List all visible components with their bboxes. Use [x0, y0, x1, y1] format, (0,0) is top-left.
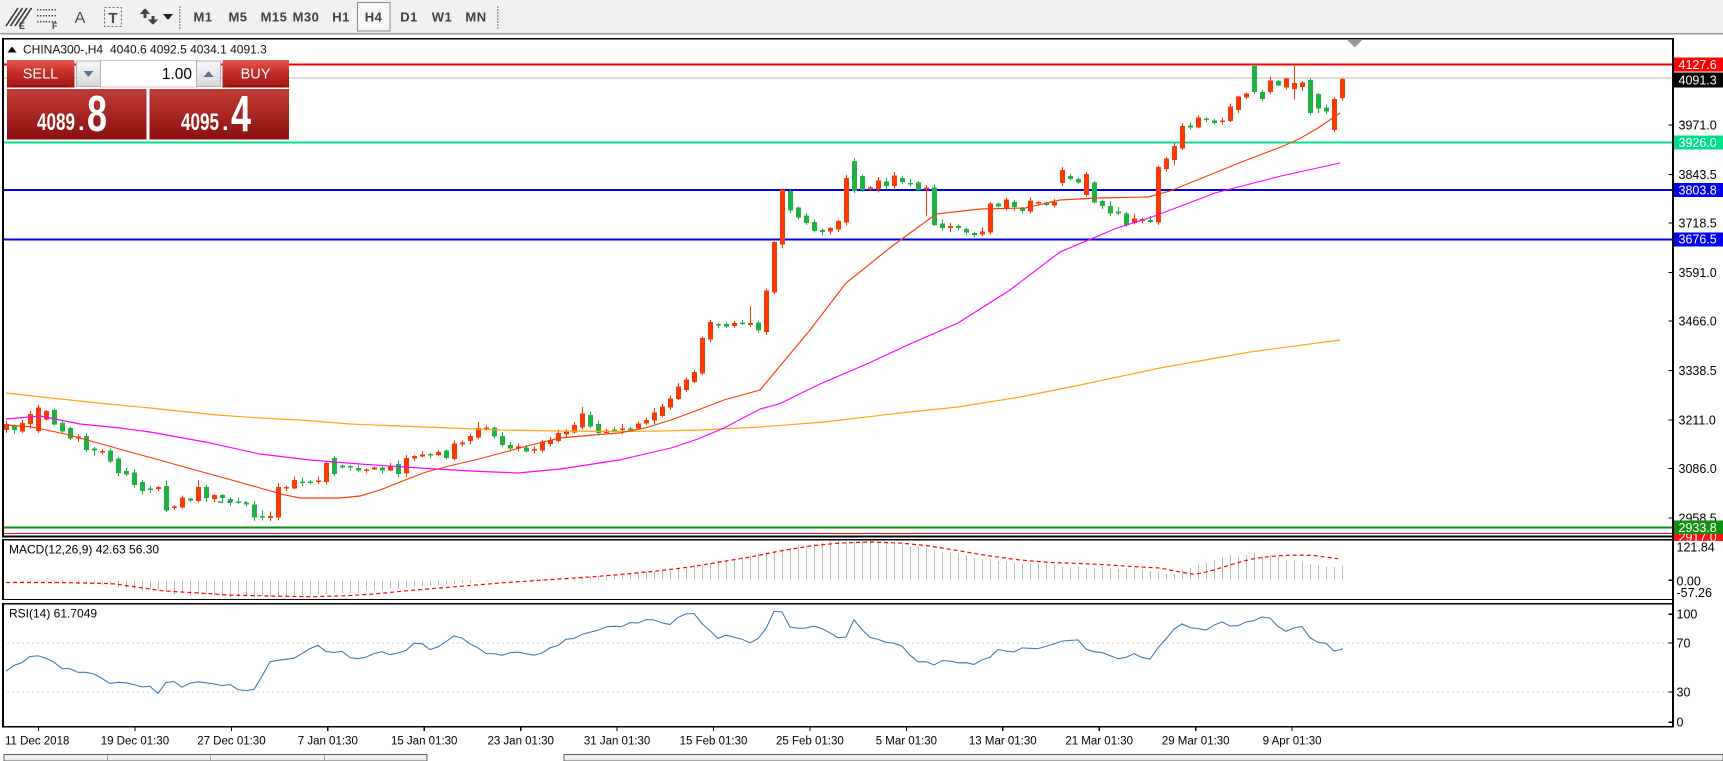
svg-text:3971.0: 3971.0 [1679, 118, 1717, 132]
svg-text:27 Dec 01:30: 27 Dec 01:30 [197, 736, 265, 748]
svg-text:0.00: 0.00 [1677, 574, 1701, 588]
svg-text:25 Feb 01:30: 25 Feb 01:30 [776, 736, 844, 748]
svg-text:3591.0: 3591.0 [1679, 266, 1717, 280]
svg-text:29 Mar 01:30: 29 Mar 01:30 [1162, 736, 1230, 748]
svg-text:.: . [222, 109, 229, 136]
svg-text:E: E [19, 21, 25, 31]
svg-text:15 Jan 01:30: 15 Jan 01:30 [391, 736, 458, 748]
svg-text:13 Mar 01:30: 13 Mar 01:30 [969, 736, 1037, 748]
svg-text:MACD(12,26,9) 42.63 56.30: MACD(12,26,9) 42.63 56.30 [9, 543, 159, 557]
svg-text:23 Jan 01:30: 23 Jan 01:30 [487, 736, 554, 748]
svg-text:5 Mar 01:30: 5 Mar 01:30 [876, 736, 937, 748]
svg-text:SELL: SELL [23, 67, 58, 83]
svg-text:11 Dec 2018: 11 Dec 2018 [5, 736, 69, 748]
svg-text:CHINA300-,H4: CHINA300-,H4 [23, 43, 103, 57]
svg-text:31 Jan 01:30: 31 Jan 01:30 [584, 736, 651, 748]
svg-text:D1: D1 [400, 10, 418, 25]
svg-text:7 Jan 01:30: 7 Jan 01:30 [298, 736, 358, 748]
svg-text:4091.3: 4091.3 [1679, 73, 1717, 87]
svg-text:2917.0: 2917.0 [1679, 531, 1717, 545]
svg-text:F: F [52, 21, 58, 31]
svg-text:A: A [75, 10, 86, 27]
svg-text:3676.5: 3676.5 [1679, 233, 1717, 247]
svg-text:100: 100 [1677, 608, 1698, 622]
svg-text:4089: 4089 [37, 109, 75, 136]
svg-text:4: 4 [231, 85, 251, 142]
svg-text:3211.0: 3211.0 [1679, 413, 1716, 427]
svg-text:9 Apr 01:30: 9 Apr 01:30 [1263, 736, 1322, 748]
svg-text:M1: M1 [193, 10, 212, 25]
svg-text:3086.0: 3086.0 [1679, 462, 1717, 476]
svg-text:2933.8: 2933.8 [1679, 521, 1717, 535]
svg-text:4040.6 4092.5 4034.1 4091.3: 4040.6 4092.5 4034.1 4091.3 [110, 43, 267, 57]
svg-text:H1: H1 [332, 10, 350, 25]
svg-text:M5: M5 [228, 10, 247, 25]
svg-text:RSI(14) 61.7049: RSI(14) 61.7049 [9, 607, 97, 621]
svg-text:M15: M15 [261, 10, 288, 25]
svg-text:30: 30 [1677, 685, 1691, 699]
svg-text:T: T [108, 10, 117, 27]
svg-text:MN: MN [465, 10, 486, 25]
svg-text:BUY: BUY [241, 67, 271, 83]
svg-text:15 Feb 01:30: 15 Feb 01:30 [680, 736, 748, 748]
svg-text:4095: 4095 [181, 109, 219, 136]
svg-text:3466.0: 3466.0 [1679, 314, 1717, 328]
svg-text:.: . [78, 109, 85, 136]
svg-text:M30: M30 [293, 10, 320, 25]
svg-text:8: 8 [87, 85, 107, 142]
svg-text:1.00: 1.00 [162, 66, 193, 83]
svg-text:0: 0 [1677, 716, 1684, 730]
svg-text:-57.26: -57.26 [1677, 586, 1712, 600]
svg-text:3338.5: 3338.5 [1679, 364, 1717, 378]
svg-text:3803.8: 3803.8 [1679, 183, 1717, 197]
svg-text:3926.0: 3926.0 [1679, 136, 1717, 150]
svg-text:W1: W1 [432, 10, 453, 25]
svg-text:3843.5: 3843.5 [1679, 168, 1717, 182]
svg-text:19 Dec 01:30: 19 Dec 01:30 [101, 736, 169, 748]
svg-text:4127.6: 4127.6 [1679, 58, 1717, 72]
svg-text:21 Mar 01:30: 21 Mar 01:30 [1065, 736, 1133, 748]
svg-text:H4: H4 [365, 10, 383, 25]
svg-text:3718.5: 3718.5 [1679, 216, 1717, 230]
svg-text:121.84: 121.84 [1677, 540, 1715, 554]
svg-text:70: 70 [1677, 636, 1691, 650]
